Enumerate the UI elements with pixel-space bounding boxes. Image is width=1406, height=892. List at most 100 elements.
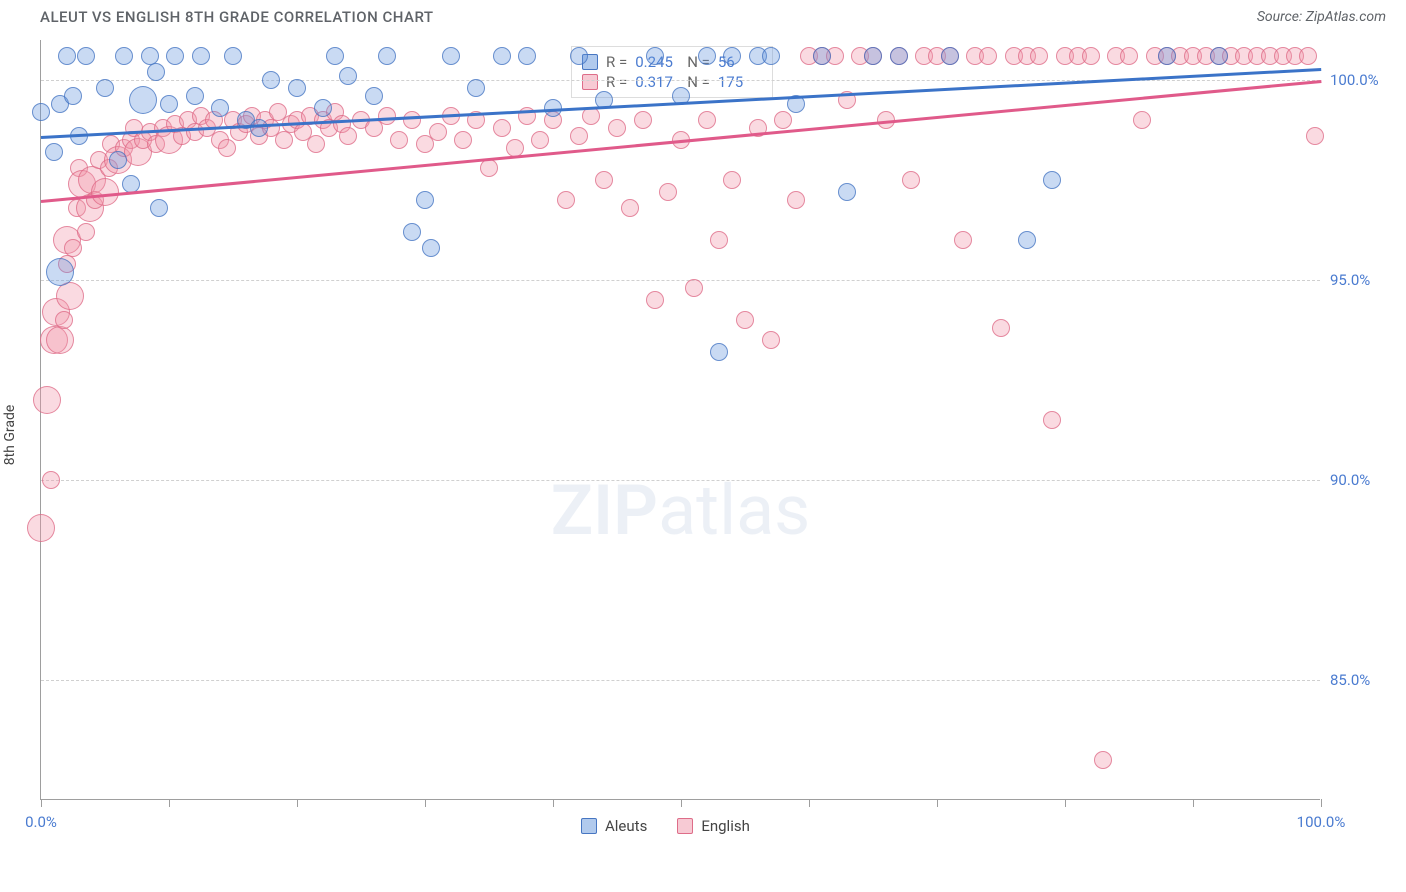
english-point [570, 127, 588, 145]
aleuts-point [1018, 231, 1036, 249]
source-credit: Source: ZipAtlas.com [1257, 9, 1386, 25]
aleuts-point [250, 119, 268, 137]
english-point [762, 331, 780, 349]
gridline [41, 680, 1320, 681]
english-point [736, 311, 754, 329]
english-point [902, 171, 920, 189]
aleuts-point [646, 47, 664, 65]
aleuts-point [890, 47, 908, 65]
x-tick-mark [425, 799, 426, 807]
english-point [979, 47, 997, 65]
aleuts-point [224, 47, 242, 65]
english-point [403, 111, 421, 129]
aleuts-point [518, 47, 536, 65]
x-tick-mark [809, 799, 810, 807]
english-point [1306, 127, 1324, 145]
english-point [634, 111, 652, 129]
english-point [27, 514, 55, 542]
english-point [787, 191, 805, 209]
x-tick-mark [937, 799, 938, 807]
aleuts-point [378, 47, 396, 65]
x-tick-mark [41, 799, 42, 807]
aleuts-point [192, 47, 210, 65]
english-point [33, 386, 61, 414]
aleuts-point [416, 191, 434, 209]
swatch-blue-icon [581, 818, 597, 834]
english-point [390, 131, 408, 149]
x-tick-label: 100.0% [1297, 813, 1346, 831]
x-tick-mark [1065, 799, 1066, 807]
english-point [595, 171, 613, 189]
legend-item-english: English [677, 817, 750, 835]
aleuts-point [45, 143, 63, 161]
english-point [55, 311, 73, 329]
aleuts-point [339, 67, 357, 85]
gridline [41, 280, 1320, 281]
aleuts-point [64, 87, 82, 105]
correlation-chart: 8th Grade ZIPatlas R =0.245 N =56 R =0.3… [40, 40, 1390, 830]
series-legend: Aleuts English [581, 817, 750, 835]
x-tick-mark [1321, 799, 1322, 807]
english-point [685, 279, 703, 297]
aleuts-point [467, 79, 485, 97]
english-point [659, 183, 677, 201]
aleuts-point [403, 223, 421, 241]
aleuts-point [314, 99, 332, 117]
aleuts-point [422, 239, 440, 257]
aleuts-point [288, 79, 306, 97]
english-point [1120, 47, 1138, 65]
aleuts-point [160, 95, 178, 113]
aleuts-point [365, 87, 383, 105]
aleuts-point [109, 151, 127, 169]
aleuts-point [58, 47, 76, 65]
english-point [218, 139, 236, 157]
aleuts-point [77, 47, 95, 65]
english-point [46, 326, 74, 354]
x-tick-mark [297, 799, 298, 807]
aleuts-point [262, 71, 280, 89]
aleuts-point [941, 47, 959, 65]
english-point [621, 199, 639, 217]
english-point [42, 471, 60, 489]
aleuts-point [762, 47, 780, 65]
aleuts-point [710, 343, 728, 361]
english-point [608, 119, 626, 137]
y-tick-label: 100.0% [1330, 71, 1390, 89]
aleuts-point [32, 103, 50, 121]
english-point [429, 123, 447, 141]
english-point [493, 119, 511, 137]
aleuts-point [813, 47, 831, 65]
english-point [723, 171, 741, 189]
aleuts-point [166, 47, 184, 65]
aleuts-point [150, 199, 168, 217]
aleuts-point [46, 258, 74, 286]
aleuts-point [326, 47, 344, 65]
x-tick-mark [681, 799, 682, 807]
x-tick-mark [553, 799, 554, 807]
english-point [307, 135, 325, 153]
english-point [64, 239, 82, 257]
legend-item-aleuts: Aleuts [581, 817, 647, 835]
aleuts-point [723, 47, 741, 65]
aleuts-point [1158, 47, 1176, 65]
english-point [1082, 47, 1100, 65]
aleuts-point [698, 47, 716, 65]
y-axis-label: 8th Grade [2, 405, 18, 466]
english-point [1043, 411, 1061, 429]
english-point [1094, 751, 1112, 769]
aleuts-point [147, 63, 165, 81]
y-tick-label: 95.0% [1330, 271, 1390, 289]
english-point [339, 127, 357, 145]
x-tick-mark [169, 799, 170, 807]
aleuts-point [115, 47, 133, 65]
watermark: ZIPatlas [551, 470, 811, 552]
english-point [1299, 47, 1317, 65]
stats-legend: R =0.245 N =56 R =0.317 N =175 [571, 46, 773, 98]
stats-row-english: R =0.317 N =175 [582, 73, 762, 91]
aleuts-point [186, 87, 204, 105]
english-point [378, 107, 396, 125]
plot-area: ZIPatlas R =0.245 N =56 R =0.317 N =175 … [40, 40, 1320, 800]
aleuts-point [1043, 171, 1061, 189]
aleuts-point [864, 47, 882, 65]
aleuts-point [838, 183, 856, 201]
